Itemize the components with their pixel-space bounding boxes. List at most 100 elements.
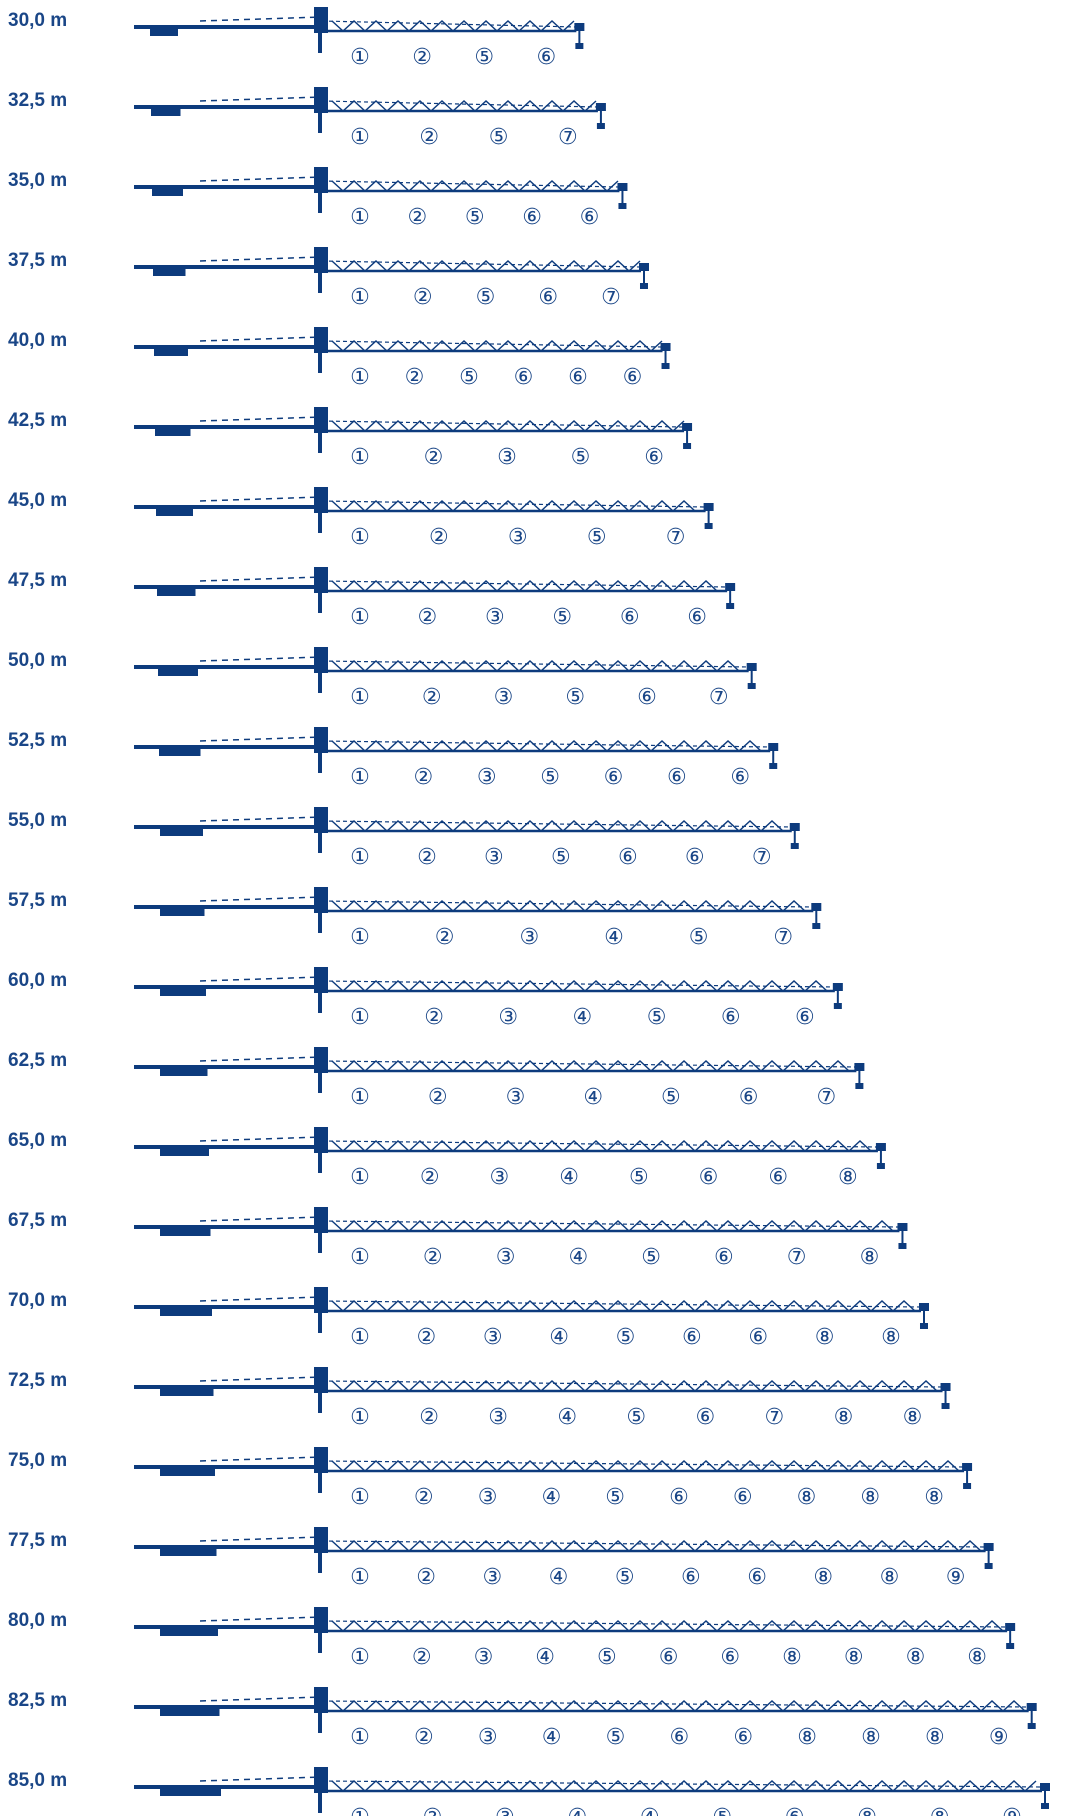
jib-segment: ⑥ [739,1085,759,1110]
jib-segment: ⑨ [1002,1805,1022,1816]
jib-top-chord [321,340,663,348]
counter-weight [152,187,183,196]
jib-length: 60,0 m [8,970,67,991]
counter-tie [199,1056,323,1062]
jib-segment: ⑨ [989,1725,1009,1750]
counter-tie [199,256,323,262]
jib-segment: ⑤ [616,1325,636,1350]
hook [833,1003,842,1009]
jib-segment: ③ [484,845,504,870]
hook [1006,1643,1015,1649]
jib-segment: ② [420,1165,440,1190]
jib-tip [638,263,649,271]
jib-top-chord [321,580,728,588]
jib-segment: ⑥ [685,845,705,870]
jib-length: 30,0 m [8,10,67,31]
jib-segment: ⑧ [813,1565,833,1590]
jib-segment: ⑧ [797,1485,817,1510]
jib-top-chord [321,740,771,748]
jib-segment: ① [350,1725,370,1750]
jib-segment: ⑥ [522,205,542,230]
jib-lattice [331,1140,872,1152]
jib-tip [1005,1623,1016,1631]
jib-segment: ② [405,365,425,390]
jib-length: 57,5 m [8,890,67,911]
jib-tip [1040,1783,1050,1791]
jib-segment: ⑤ [476,285,496,310]
counter-weight [160,1387,214,1396]
jib-segment: ③ [498,1005,518,1030]
hook [1041,1803,1049,1809]
jib-row: 72,5 m ① ② ③ ④ ⑤ ⑥ ⑦ ⑧ ⑧ [8,1367,951,1430]
jib-segment: ② [412,1645,432,1670]
counter-weight [155,427,191,436]
jib-segment: ⑥ [733,1725,753,1750]
mast-head [314,1767,328,1793]
mast [318,831,322,853]
counter-weight [159,747,201,756]
hook [812,923,821,929]
mast [318,191,322,213]
jib-segment: ③ [488,1405,508,1430]
jib-segment: ③ [497,445,517,470]
jib-segment: ⑦ [709,685,729,710]
counter-tie [199,1536,323,1542]
mast-head [314,567,328,593]
jib-segment: ③ [477,765,497,790]
jib-segment: ⑤ [615,1565,635,1590]
hook [984,1563,993,1569]
jib-row: 77,5 m ① ② ③ ④ ⑤ ⑥ ⑥ ⑧ ⑧ ⑨ [8,1527,994,1590]
counter-weight [160,1547,217,1556]
mast [318,1791,322,1813]
hook [683,443,692,449]
counter-jib [134,1625,316,1629]
counter-tie [199,416,323,422]
counter-jib [134,505,316,509]
mast [318,1071,322,1093]
hook [790,843,799,849]
jib-top-chord [321,900,814,908]
jib-segment: ① [350,525,370,550]
jib-segment: ① [350,685,370,710]
hook [898,1243,907,1249]
jib-tip [746,663,757,671]
counter-jib [134,1065,316,1069]
jib-length: 85,0 m [8,1770,67,1791]
counter-weight [160,1147,209,1156]
counter-weight [156,507,193,516]
jib-length: 52,5 m [8,730,67,751]
jib-segment: ⑧ [906,1645,926,1670]
jib-segment: ④ [549,1325,569,1350]
hook [639,283,648,289]
counter-jib [134,265,316,269]
jib-segment: ⑥ [748,1325,768,1350]
jib-segment: ⑥ [682,1325,702,1350]
jib-length: 82,5 m [8,1690,67,1711]
jib-lattice [331,1380,938,1392]
jib-row: 52,5 m ① ② ③ ⑤ ⑥ ⑥ ⑥ [8,727,779,790]
jib-segment: ④ [604,925,624,950]
counter-weight [160,1467,215,1476]
jib-tip [703,503,714,511]
mast-head [314,1127,328,1153]
mast-head [314,1447,328,1473]
counter-jib [134,1385,316,1389]
jib-segment: ⑤ [571,445,591,470]
counter-tie [199,1136,323,1142]
counter-jib [134,1465,316,1469]
jib-segment: ④ [549,1565,569,1590]
jib-segment: ② [417,1325,437,1350]
counter-tie [199,16,323,22]
jib-top-chord [321,1540,986,1548]
mast [318,1231,322,1253]
jib-top-chord [321,1380,943,1388]
counter-jib [134,1545,316,1549]
counter-jib [134,585,316,589]
mast-head [314,1047,328,1073]
jib-segment: ⑥ [721,1005,741,1030]
jib-row: 50,0 m ① ② ③ ⑤ ⑥ ⑦ [8,647,757,710]
counter-tie [199,736,323,742]
hook [704,523,713,529]
